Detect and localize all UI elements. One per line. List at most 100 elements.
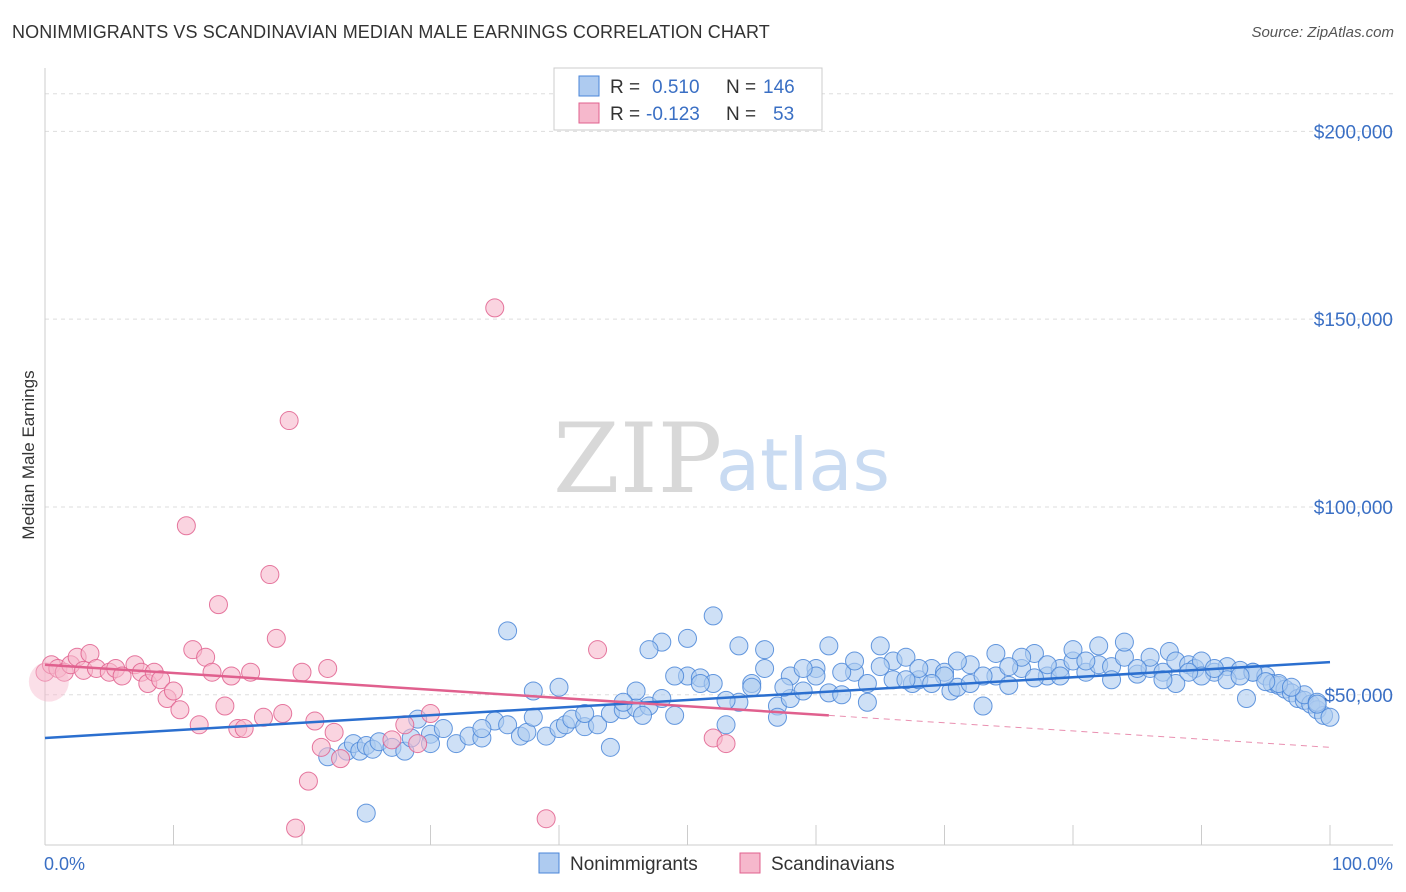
nonimmigrants-point-142	[1024, 668, 1044, 688]
nonimmigrants-point-111	[1089, 636, 1109, 656]
scandinavians-point-29	[234, 719, 254, 739]
y-tick-labels: $50,000 $100,000 $150,000 $200,000	[1314, 122, 1393, 706]
chart-title: NONIMMIGRANTS VS SCANDINAVIAN MEDIAN MAL…	[12, 22, 770, 42]
watermark: ZIP atlas	[553, 403, 890, 515]
scandinavians-point-24	[202, 662, 222, 682]
stats-r-value-2: -0.123	[646, 104, 700, 125]
nonimmigrants-point-156	[472, 719, 492, 739]
nonimmigrants-point-159	[1236, 689, 1256, 709]
nonimmigrants-point-124	[575, 704, 595, 724]
nonimmigrants-point-136	[870, 657, 890, 677]
nonimmigrants-point-60	[999, 675, 1019, 695]
x-tick-label-max: 100.0%	[1332, 854, 1393, 874]
stats-swatch-nonimmigrants	[578, 75, 600, 97]
scandinavians-point-20	[176, 516, 196, 536]
nonimmigrants-point-154	[356, 803, 376, 823]
y-tick-label-1: $100,000	[1314, 498, 1393, 519]
nonimmigrants-point-138	[922, 673, 942, 693]
stats-n-label-2: N =	[726, 104, 756, 125]
nonimmigrants-point-125	[600, 737, 620, 757]
scandinavians-point-18	[164, 681, 183, 701]
scandinavians-point-48	[536, 809, 556, 829]
scandinavians-point-35	[279, 411, 299, 431]
scandinavians-point-44	[395, 715, 415, 735]
stats-n-label-1: N =	[726, 77, 756, 98]
legend-swatch-scandinavians	[739, 852, 761, 874]
scandinavians-point-36	[292, 662, 312, 682]
y-tick-label-0: $50,000	[1324, 686, 1393, 707]
scandinavians-point-11	[112, 666, 132, 686]
nonimmigrants-point-134	[819, 636, 839, 656]
nonimmigrants-point-153	[1307, 694, 1327, 714]
scandinavians-point-51	[716, 734, 736, 754]
nonimmigrants-point-112	[1114, 632, 1134, 652]
nonimmigrants-point-32	[665, 705, 685, 725]
nonimmigrants-point-12	[433, 719, 453, 739]
nonimmigrants-point-141	[999, 657, 1019, 677]
nonimmigrants-point-151	[1256, 672, 1276, 692]
scandinavians-point-32	[260, 565, 280, 585]
scandinavians-point-41	[324, 722, 344, 742]
nonimmigrants-point-58	[973, 696, 993, 716]
trend-line-scandinavians-extension	[828, 714, 1331, 748]
nonimmigrants-point-107	[986, 643, 1006, 663]
nonimmigrants-point-36	[716, 715, 736, 735]
watermark-atlas: atlas	[716, 423, 890, 507]
nonimmigrants-point-26	[588, 715, 608, 735]
scandinavians-point-49	[588, 640, 608, 660]
stats-r-label-1: R =	[610, 77, 640, 98]
scandinavians-point-45	[408, 734, 428, 754]
legend-swatch-nonimmigrants	[538, 852, 560, 874]
nonimmigrants-point-113	[1140, 647, 1160, 667]
nonimmigrants-point-137	[896, 670, 916, 690]
nonimmigrants-point-127	[639, 640, 659, 660]
nonimmigrants-point-92	[1320, 707, 1340, 727]
trend-lines	[44, 660, 1331, 748]
nonimmigrants-point-143	[1050, 666, 1070, 686]
nonimmigrants-point-150	[1230, 666, 1250, 686]
stats-n-value-1: 146	[763, 77, 795, 98]
scandinavians-point-46	[421, 704, 440, 724]
nonimmigrants-point-108	[1012, 647, 1032, 667]
scandinavians-point-cluster	[28, 661, 69, 702]
legend-label-nonimmigrants: Nonimmigrants	[570, 854, 698, 875]
scandinavians-point-19	[170, 700, 190, 720]
nonimmigrants-point-110	[1063, 640, 1083, 660]
nonimmigrants-point-47	[857, 692, 877, 712]
grid-lines	[45, 93, 1393, 696]
scandinavians-point-47	[485, 298, 505, 318]
nonimmigrants-point-130	[716, 690, 736, 710]
scandinavians-point-52	[286, 818, 306, 838]
nonimmigrants-point-157	[633, 705, 653, 725]
nonimmigrants-point-152	[1281, 677, 1301, 697]
nonimmigrants-point-135	[845, 651, 865, 671]
nonimmigrants-point-101	[832, 662, 852, 682]
nonimmigrants-point-129	[690, 673, 710, 693]
watermark-zip: ZIP	[553, 403, 722, 515]
scandinavians-point-42	[331, 749, 351, 769]
nonimmigrants-point-50	[896, 647, 916, 667]
scandinavians-point-43	[382, 730, 402, 750]
trend-line-nonimmigrants	[44, 660, 1331, 740]
nonimmigrants-point-98	[755, 640, 775, 660]
series-scandinavians-points	[28, 298, 736, 838]
nonimmigrants-point-42	[793, 681, 813, 701]
y-tick-label-3: $200,000	[1314, 122, 1393, 143]
source-label: Source: ZipAtlas.com	[1251, 24, 1394, 41]
nonimmigrants-point-144	[1076, 651, 1096, 671]
y-axis-label: Median Male Earnings	[19, 370, 38, 539]
x-tick-label-min: 0.0%	[44, 854, 85, 874]
stats-r-label-2: R =	[610, 104, 640, 125]
x-tick-labels: 0.0% 100.0%	[44, 854, 1393, 874]
nonimmigrants-point-104	[909, 658, 929, 678]
stats-n-value-2: 53	[773, 104, 794, 125]
nonimmigrants-point-96	[703, 606, 723, 626]
nonimmigrants-point-140	[973, 666, 993, 686]
legend-label-scandinavians: Scandinavians	[771, 854, 895, 875]
scandinavians-point-16	[151, 670, 171, 690]
nonimmigrants-point-133	[793, 658, 813, 678]
nonimmigrants-point-148	[1179, 662, 1199, 682]
series-legend: Nonimmigrants Scandinavians	[538, 852, 895, 875]
nonimmigrants-point-20	[523, 707, 543, 727]
